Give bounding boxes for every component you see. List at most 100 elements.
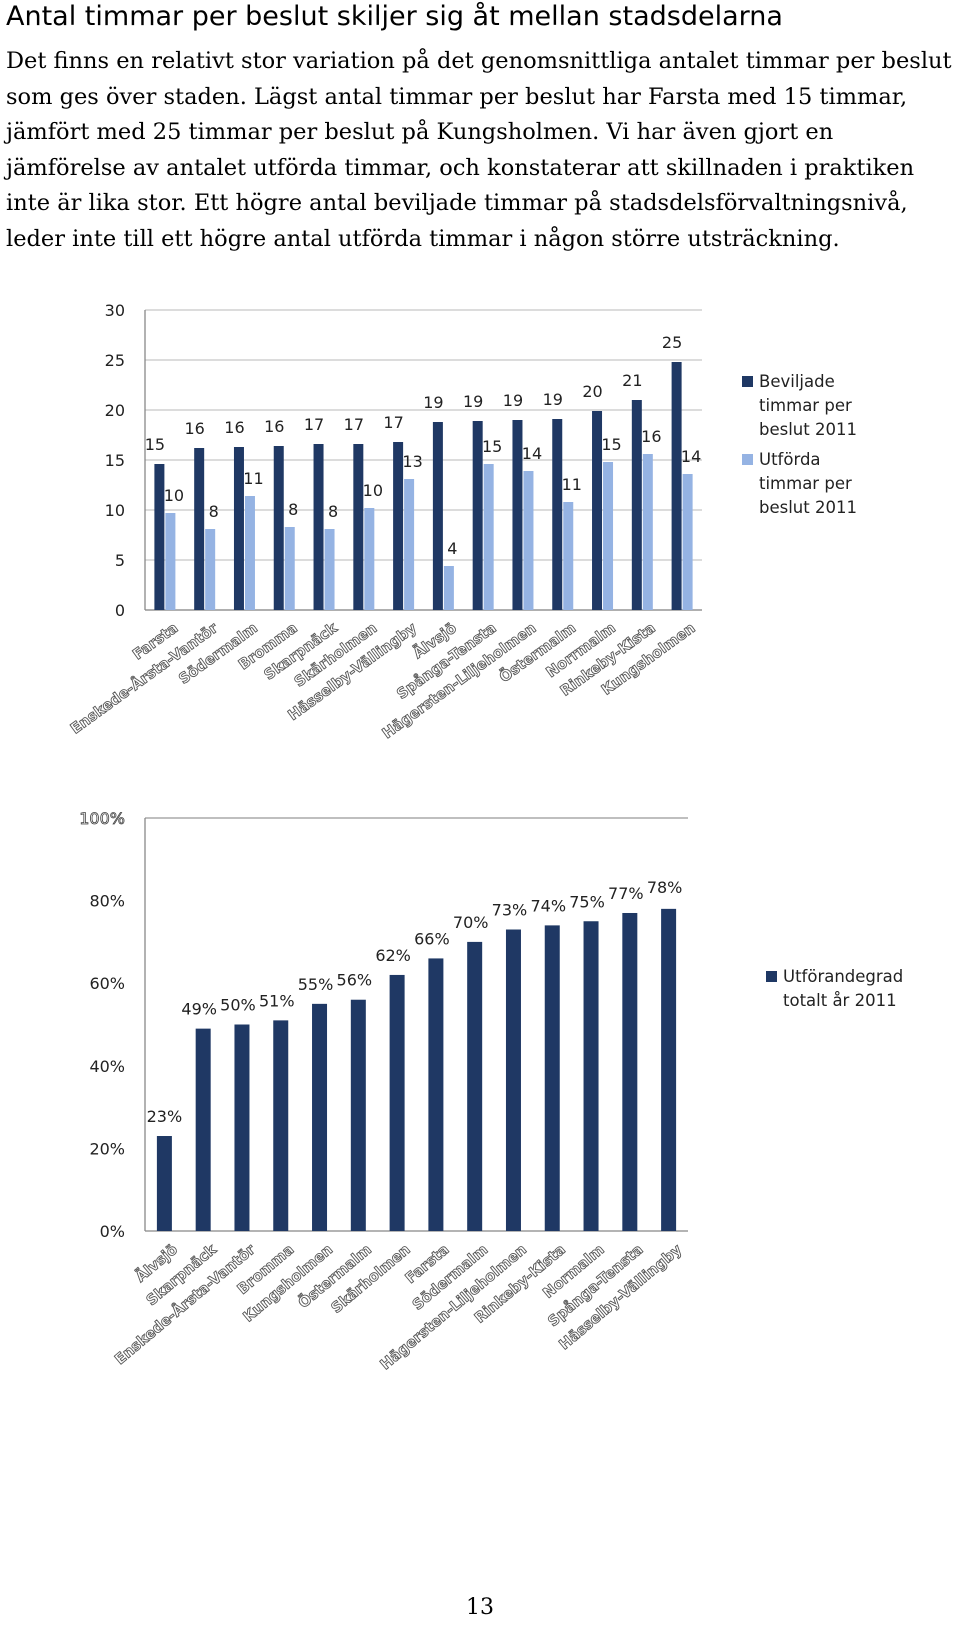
legend-label: beslut 2011 bbox=[759, 498, 857, 517]
y-tick-label: 30 bbox=[105, 301, 125, 320]
data-label: 25 bbox=[662, 333, 682, 352]
data-label: 78% bbox=[647, 878, 683, 897]
y-tick-label: 15 bbox=[105, 451, 125, 470]
bar bbox=[353, 444, 364, 610]
data-label: 66% bbox=[414, 929, 450, 948]
data-label: 23% bbox=[147, 1107, 183, 1126]
y-tick-label: 20% bbox=[89, 1139, 125, 1158]
bar bbox=[622, 912, 638, 1231]
bar bbox=[523, 471, 534, 610]
y-tick-label: 100% bbox=[79, 809, 125, 828]
data-label: 4 bbox=[447, 539, 457, 558]
data-label: 10 bbox=[164, 486, 184, 505]
bar bbox=[512, 420, 523, 610]
data-label: 73% bbox=[492, 901, 528, 920]
bar bbox=[467, 941, 483, 1231]
data-label: 20 bbox=[582, 382, 602, 401]
data-label: 77% bbox=[608, 884, 644, 903]
data-label: 14 bbox=[522, 444, 542, 463]
bar bbox=[273, 446, 284, 610]
y-tick-label: 60% bbox=[89, 974, 125, 993]
bar bbox=[156, 1136, 172, 1231]
bar bbox=[233, 447, 244, 610]
bar bbox=[505, 929, 521, 1231]
data-label: 19 bbox=[543, 390, 563, 409]
bar bbox=[313, 444, 324, 610]
data-label: 62% bbox=[375, 946, 411, 965]
data-label: 56% bbox=[337, 971, 373, 990]
bar bbox=[312, 1003, 328, 1231]
x-tick-label: Enskede-Årsta-Vantör bbox=[112, 1241, 260, 1369]
legend-label: timmar per bbox=[759, 396, 852, 415]
data-label: 8 bbox=[288, 500, 298, 519]
legend-label: Utförandegrad bbox=[783, 967, 903, 986]
data-label: 10 bbox=[363, 481, 383, 500]
bar bbox=[393, 442, 404, 610]
y-tick-label: 0 bbox=[115, 601, 125, 620]
data-label: 19 bbox=[463, 392, 483, 411]
bar bbox=[404, 479, 415, 610]
y-tick-label: 40% bbox=[89, 1057, 125, 1076]
data-label: 16 bbox=[224, 418, 244, 437]
data-label: 11 bbox=[562, 475, 582, 494]
bar bbox=[324, 529, 335, 610]
legend-swatch bbox=[766, 971, 777, 982]
bar bbox=[483, 464, 494, 610]
data-label: 21 bbox=[622, 371, 642, 390]
data-label: 17 bbox=[304, 415, 324, 434]
data-label: 15 bbox=[482, 437, 502, 456]
data-label: 75% bbox=[569, 892, 605, 911]
data-label: 19 bbox=[503, 391, 523, 410]
data-label: 14 bbox=[681, 447, 701, 466]
data-label: 51% bbox=[259, 991, 295, 1010]
data-label: 50% bbox=[220, 996, 256, 1015]
bar bbox=[603, 462, 614, 610]
bar bbox=[443, 566, 454, 610]
data-label: 8 bbox=[328, 502, 338, 521]
page-heading: Antal timmar per beslut skiljer sig åt m… bbox=[6, 1, 783, 32]
data-label: 11 bbox=[243, 469, 263, 488]
legend-label: totalt år 2011 bbox=[783, 991, 897, 1010]
bar bbox=[592, 411, 603, 610]
bar bbox=[682, 474, 693, 610]
bar bbox=[194, 448, 205, 610]
y-tick-label: 25 bbox=[105, 351, 125, 370]
data-label: 8 bbox=[209, 502, 219, 521]
intro-paragraph: Det finns en relativt stor variation på … bbox=[6, 48, 952, 252]
bar bbox=[350, 999, 366, 1231]
data-label: 15 bbox=[601, 435, 621, 454]
bar bbox=[154, 464, 165, 610]
legend-label: Beviljade bbox=[759, 372, 835, 391]
bar bbox=[244, 496, 255, 610]
bar bbox=[428, 958, 444, 1231]
bar bbox=[165, 513, 176, 610]
y-tick-label: 5 bbox=[115, 551, 125, 570]
y-tick-label: 10 bbox=[105, 501, 125, 520]
data-label: 17 bbox=[383, 413, 403, 432]
hours-per-decision-chart: 0510152025301510Farsta168Enskede-Årsta-V… bbox=[67, 301, 857, 743]
bar bbox=[472, 421, 483, 610]
bar bbox=[364, 508, 375, 610]
bar bbox=[661, 908, 677, 1231]
bar bbox=[273, 1020, 289, 1231]
data-label: 16 bbox=[184, 419, 204, 438]
bar bbox=[563, 502, 574, 610]
legend-label: Utförda bbox=[759, 450, 821, 469]
bar bbox=[642, 454, 653, 610]
data-label: 16 bbox=[264, 417, 284, 436]
bar bbox=[583, 921, 599, 1231]
data-label: 15 bbox=[145, 435, 165, 454]
legend-label: beslut 2011 bbox=[759, 420, 857, 439]
data-label: 17 bbox=[344, 415, 364, 434]
bar bbox=[389, 974, 405, 1231]
data-label: 13 bbox=[402, 452, 422, 471]
y-tick-label: 80% bbox=[89, 892, 125, 911]
data-label: 16 bbox=[641, 427, 661, 446]
legend-label: timmar per bbox=[759, 474, 852, 493]
data-label: 70% bbox=[453, 913, 489, 932]
bar bbox=[195, 1028, 211, 1231]
bar bbox=[432, 422, 443, 610]
bar bbox=[205, 529, 216, 610]
completion-rate-chart: 0%20%40%60%80%100%23%Älvsjö49%Skarpnäck5… bbox=[79, 809, 903, 1374]
bar bbox=[284, 527, 295, 610]
